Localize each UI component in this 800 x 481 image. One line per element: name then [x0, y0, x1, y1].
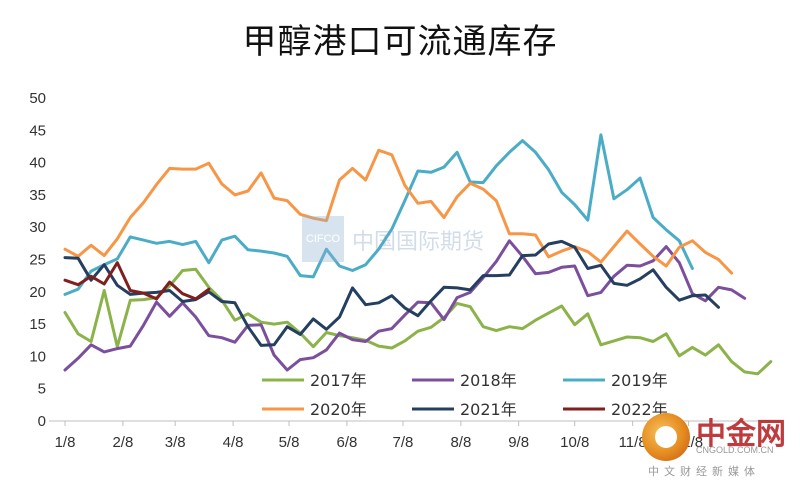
x-tick-label: 8/8 — [450, 434, 471, 451]
brand-logo: 中金网 CNGOLD.COM.CN 中文财经新媒体 — [640, 405, 800, 481]
x-tick-label: 11/8 — [619, 434, 647, 451]
x-tick-label: 6/8 — [336, 434, 357, 451]
x-tick-label: 4/8 — [223, 434, 244, 451]
chart-title: 甲醇港口可流通库存 — [242, 22, 558, 62]
series-lines — [63, 133, 773, 376]
x-tick-label: 3/8 — [165, 434, 186, 451]
y-tick-label: 0 — [38, 413, 46, 430]
cifco-logo-badge: CIFCO — [302, 216, 344, 262]
series-line-2022年 — [63, 261, 211, 301]
y-tick-label: 10 — [29, 348, 46, 365]
x-tick-label: 7/8 — [393, 434, 414, 451]
brand-name: 中金网 — [696, 417, 786, 452]
brand-logo-icon — [642, 413, 690, 461]
brand-slogan: 中文财经新媒体 — [648, 465, 760, 478]
y-tick-label: 40 — [29, 155, 46, 172]
legend-label: 2018年 — [460, 371, 517, 390]
series-line-2021年 — [63, 239, 720, 347]
legend-label: 2017年 — [310, 371, 367, 390]
series-line-2019年 — [63, 133, 694, 296]
legend: 2017年 2018年 2019年 2020年 2021年 2022年 — [262, 371, 668, 419]
legend-label: 2021年 — [460, 400, 517, 419]
legend-label: 2020年 — [310, 400, 367, 419]
series-line-2020年 — [63, 148, 734, 275]
y-tick-label: 5 — [38, 381, 46, 398]
cifco-watermark-text: 中国国际期货 — [352, 230, 485, 255]
y-tick-label: 30 — [29, 219, 46, 236]
y-tick-label: 25 — [29, 252, 46, 269]
cifco-watermark: CIFCO 中国国际期货 — [302, 214, 502, 266]
x-tick-label: 1/8 — [55, 434, 76, 451]
x-tick-label: 10/8 — [560, 434, 589, 451]
y-tick-label: 50 — [29, 90, 46, 107]
axes: 0 5 10 15 20 25 30 35 40 45 50 1/8 2/8 3/8 4/8 5/8 6/8 7/… — [29, 90, 782, 451]
x-tick-label: 9/8 — [508, 434, 529, 451]
y-tick-label: 35 — [29, 187, 46, 204]
y-tick-label: 45 — [29, 122, 46, 139]
x-tick-label: 5/8 — [279, 434, 300, 451]
series-line-2017年 — [63, 267, 773, 376]
x-tick-label: 2/8 — [112, 434, 133, 451]
y-tick-label: 15 — [29, 316, 46, 333]
y-tick-label: 20 — [29, 284, 46, 301]
brand-url: CNGOLD.COM.CN — [696, 445, 774, 455]
series-line-2018年 — [63, 239, 747, 372]
legend-label: 2019年 — [611, 371, 668, 390]
legend-label: 2022年 — [611, 400, 668, 419]
